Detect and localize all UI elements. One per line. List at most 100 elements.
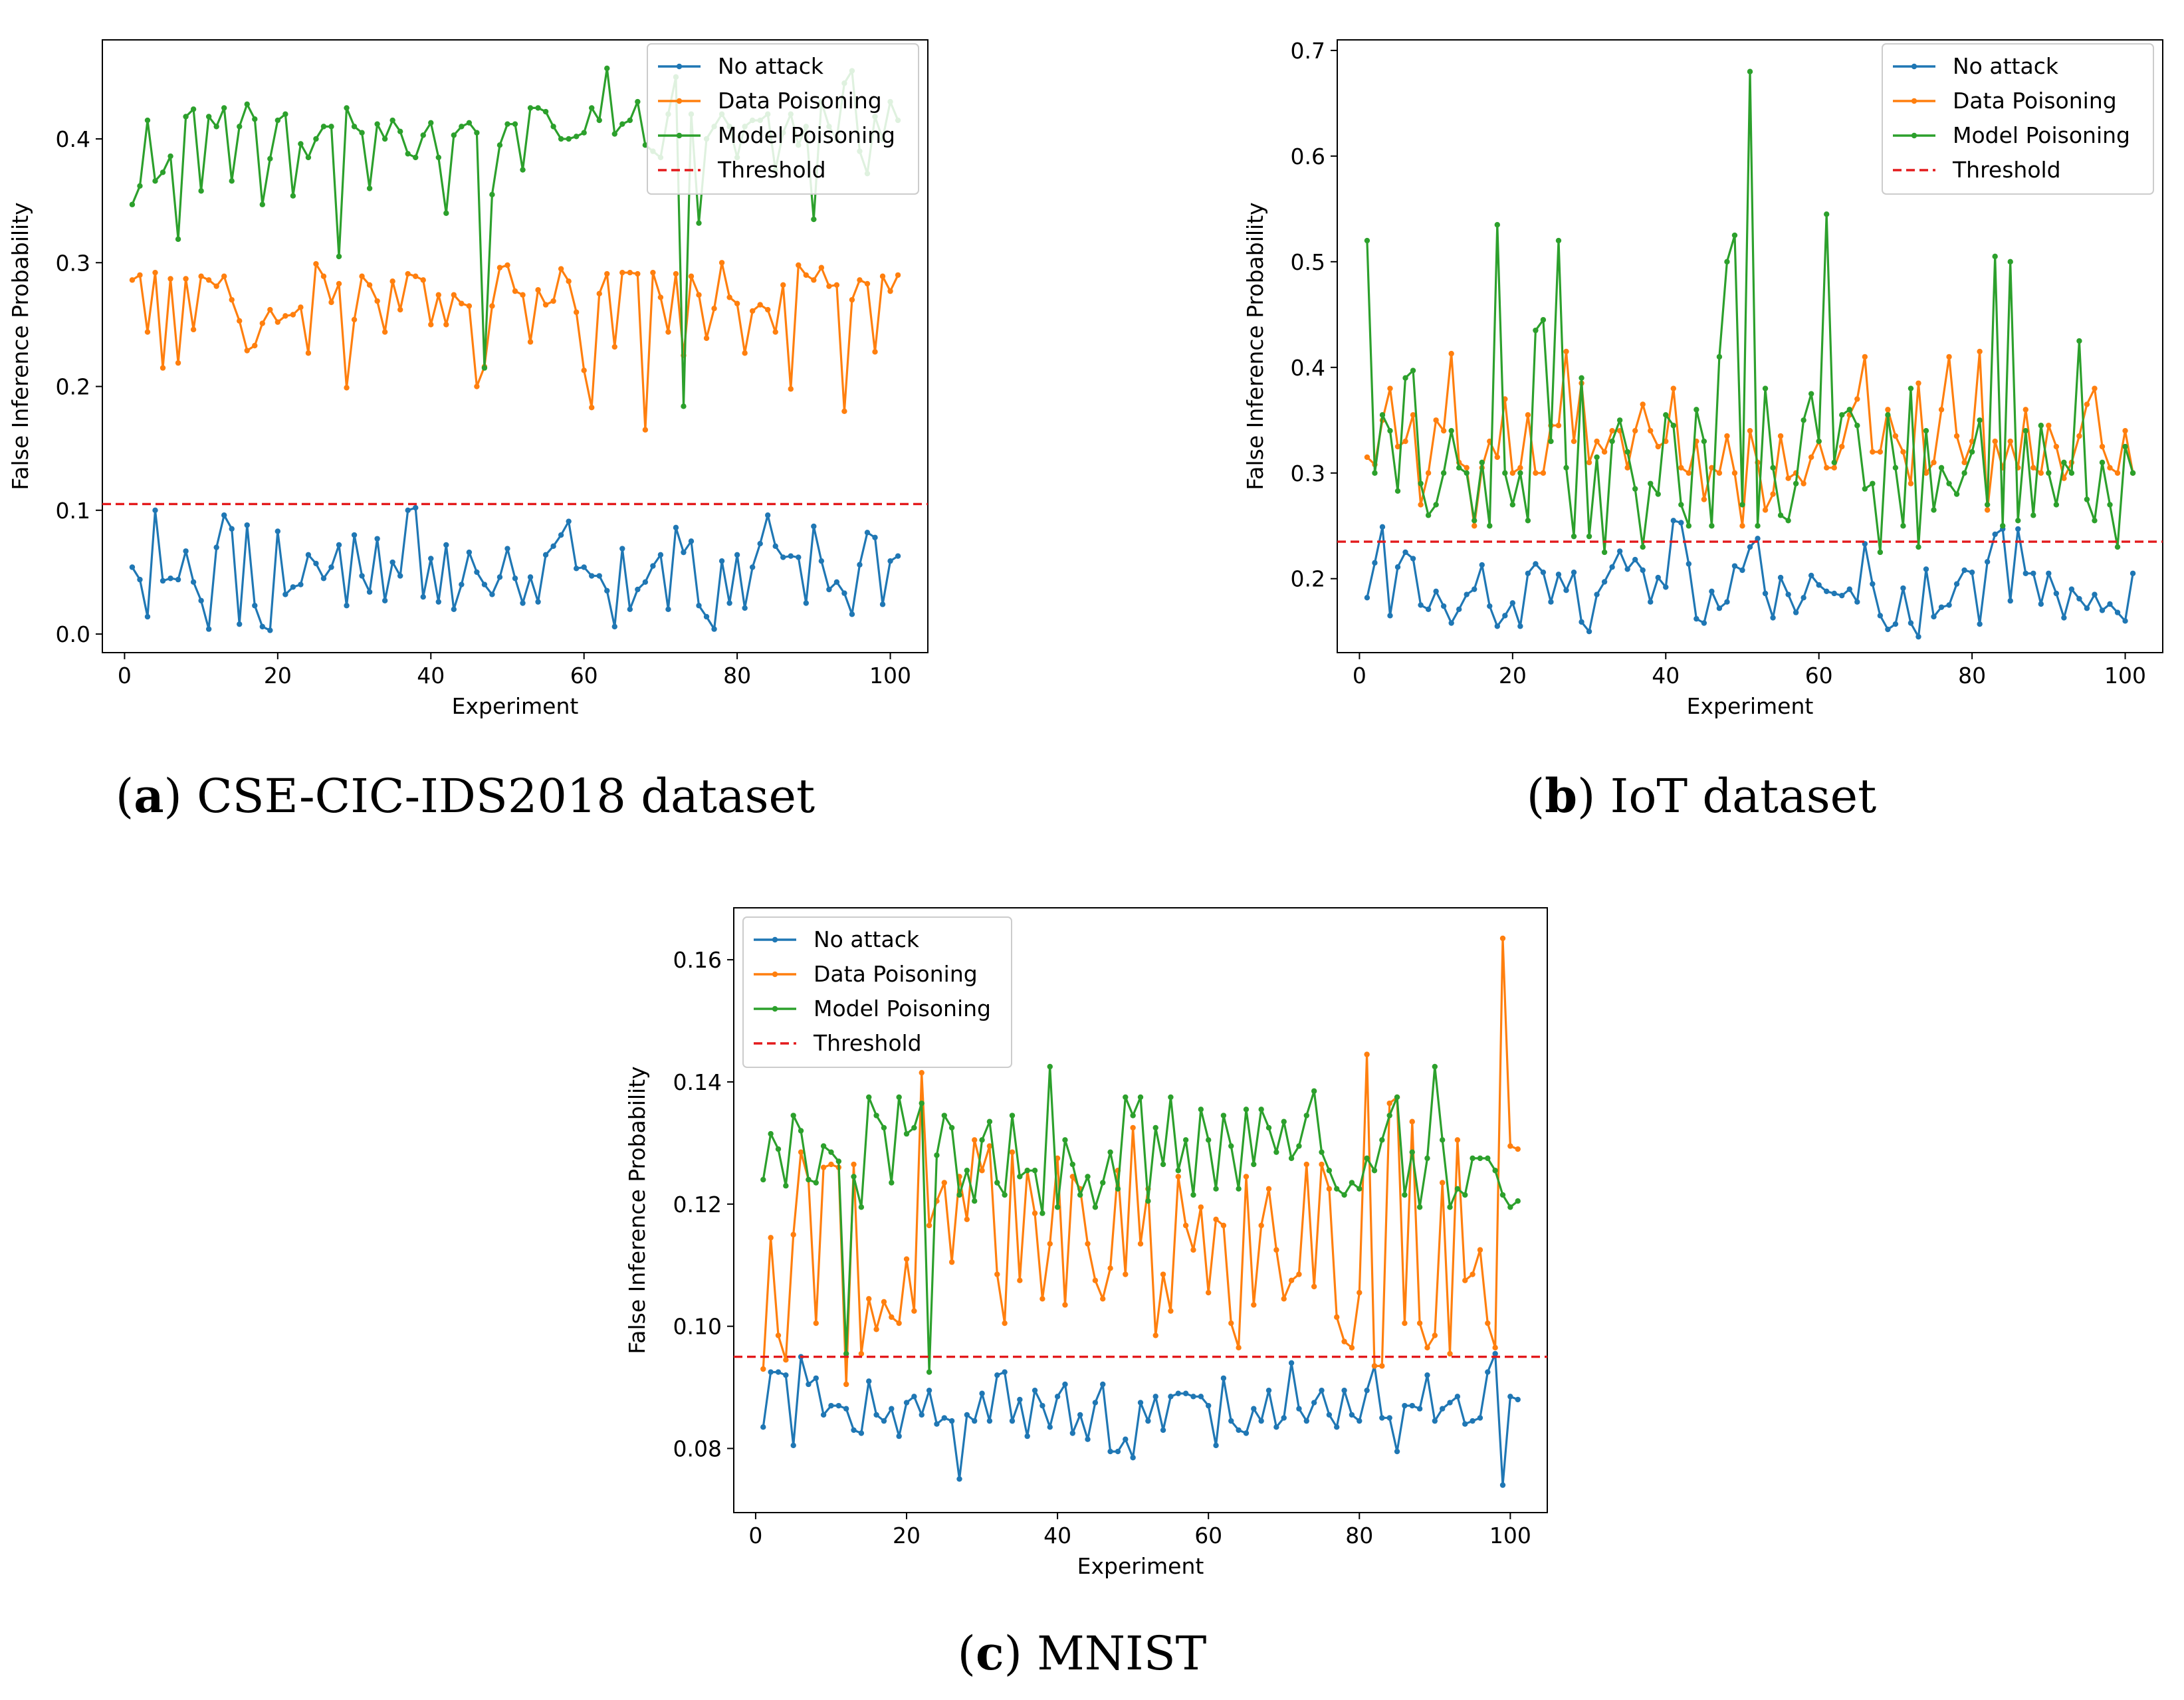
data-point [760, 1176, 766, 1183]
data-point [198, 273, 204, 279]
x-tick-label: 60 [1805, 663, 1833, 689]
data-point [496, 142, 503, 148]
data-point [274, 117, 281, 124]
data-point [813, 1320, 819, 1327]
data-point [627, 117, 633, 124]
data-point [1440, 470, 1447, 476]
x-tick-label: 80 [723, 663, 751, 689]
data-point [1507, 1394, 1513, 1400]
data-point [1517, 623, 1523, 629]
data-point [1571, 569, 1577, 576]
data-point [813, 1180, 819, 1186]
data-point [496, 265, 503, 270]
data-point [459, 124, 465, 130]
data-point [1364, 595, 1370, 601]
data-point [1145, 1198, 1151, 1204]
data-point [451, 606, 457, 613]
data-point [1862, 486, 1868, 492]
data-point [956, 1192, 962, 1198]
data-point [1198, 1204, 1204, 1210]
data-point [828, 1402, 834, 1409]
data-point [1175, 1168, 1181, 1174]
data-point [2099, 443, 2106, 450]
data-point [1739, 502, 1745, 508]
data-point [2076, 433, 2082, 439]
data-point [688, 538, 695, 544]
data-point [1509, 470, 1516, 476]
data-point [267, 156, 273, 162]
data-point [489, 303, 495, 309]
data-point [783, 1372, 789, 1378]
caption-letter: c [976, 1626, 1004, 1681]
data-point [775, 1332, 782, 1338]
data-point [1410, 368, 1416, 373]
data-point [1808, 454, 1814, 461]
panel-caption: (b) IoT dataset [1527, 768, 1876, 823]
data-point [1586, 629, 1592, 635]
data-point [1175, 1390, 1181, 1396]
data-point [1107, 1149, 1113, 1155]
data-point [443, 210, 449, 216]
x-tick-label: 20 [1499, 663, 1527, 689]
data-point [1236, 1427, 1242, 1434]
data-point [1092, 1277, 1099, 1283]
data-point [1900, 585, 1906, 591]
data-point [336, 542, 342, 548]
data-point [1456, 606, 1462, 613]
data-point [1220, 1222, 1227, 1229]
data-point [274, 319, 281, 325]
data-point [1770, 615, 1776, 621]
data-point [129, 564, 136, 570]
data-point [1416, 1204, 1423, 1210]
data-point [1447, 1400, 1453, 1406]
legend-marker [676, 98, 683, 104]
data-point [2076, 338, 2082, 344]
data-point [359, 273, 365, 279]
data-point [1409, 1118, 1415, 1124]
data-point [1563, 465, 1569, 471]
data-point [1502, 470, 1508, 476]
data-point [1039, 1210, 1045, 1216]
data-point [328, 299, 334, 306]
legend-box [742, 916, 1012, 1068]
data-point [2046, 470, 2052, 476]
data-point [282, 313, 288, 319]
data-point [811, 216, 817, 223]
data-point [1402, 1192, 1408, 1198]
data-point [213, 544, 219, 550]
data-point [1424, 1344, 1430, 1351]
data-point [1198, 1107, 1204, 1113]
data-point [512, 288, 518, 294]
caption-close-paren: ) [164, 769, 197, 823]
data-point [1563, 587, 1569, 593]
data-point [1485, 1155, 1491, 1162]
data-point [1946, 354, 1952, 360]
data-point [749, 564, 756, 570]
chart-panel-b: 0 20 40 60 80 100 0.2 0.3 0.4 0.5 0.6 0.7 Experiment… [1242, 38, 2163, 823]
data-point [1731, 563, 1738, 569]
data-point [229, 526, 235, 532]
data-point [512, 121, 518, 127]
data-point [1908, 480, 1914, 486]
data-point [596, 117, 602, 124]
data-point [1686, 523, 1692, 529]
data-point [566, 518, 572, 524]
data-point [1017, 1277, 1023, 1283]
data-point [160, 365, 166, 371]
data-point [459, 300, 465, 306]
data-point [1069, 1161, 1076, 1168]
data-point [1433, 588, 1439, 594]
data-point [1494, 454, 1500, 461]
data-point [1379, 1363, 1385, 1369]
x-tick-label: 0 [748, 1523, 762, 1548]
data-point [1533, 561, 1539, 567]
data-point [1762, 507, 1769, 513]
data-point [1862, 354, 1868, 360]
data-point [267, 306, 273, 313]
data-point [1433, 417, 1439, 423]
data-point [1168, 1308, 1174, 1314]
data-point [405, 507, 411, 513]
data-point [152, 269, 158, 276]
data-point [1416, 1406, 1423, 1412]
data-point [611, 344, 617, 350]
